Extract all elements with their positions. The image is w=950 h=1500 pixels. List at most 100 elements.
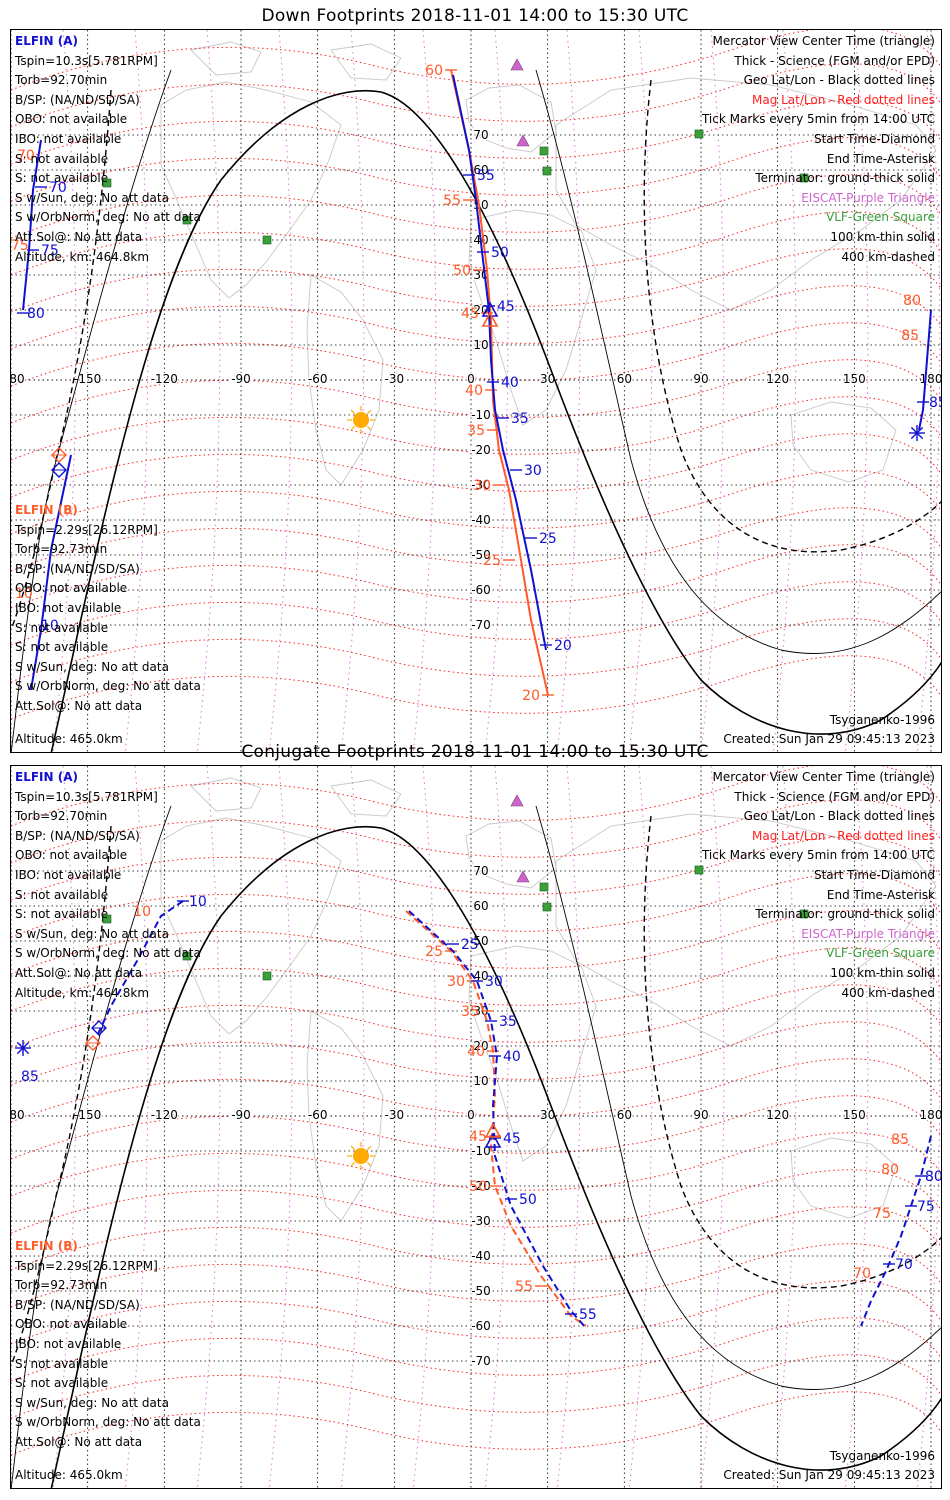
- conj-track-b: [405, 910, 587, 1327]
- sat-a-line: IBO: not available: [15, 131, 122, 146]
- landmass-outline: [790, 1137, 897, 1219]
- map-canvas: -180 -150 -120 -90 -60 -30 0 30 60 90 120 150 180 70 6…: [11, 766, 942, 1488]
- mag-lat-line: [11, 248, 941, 313]
- track-a-time-label: 55: [477, 168, 495, 184]
- lon-tick-label: 60: [617, 372, 632, 386]
- track-b-time-label: 30: [473, 478, 491, 494]
- track-a-time-label: 50: [491, 245, 509, 261]
- vlf-square-icon: [539, 146, 549, 156]
- mag-lat-line: [11, 433, 941, 498]
- start-time-diamond-icon: [51, 462, 67, 478]
- eiscat-triangle-icon: [510, 794, 524, 807]
- terminator-100km-east: [535, 69, 941, 654]
- lon-tick-label: -90: [231, 1108, 251, 1122]
- conj-track-b-east-time-label: 70: [853, 1266, 871, 1282]
- lat-tick-label: -20: [471, 443, 491, 457]
- track-b-west-time-label: 75: [11, 238, 29, 254]
- track-b-east-time-label: 85: [901, 328, 919, 344]
- conj-track-a-east-time-label: 70: [895, 1257, 913, 1273]
- lat-tick-label: -60: [471, 1319, 491, 1333]
- lat-tick-label: -10: [471, 408, 491, 422]
- sun-icon: [353, 1148, 369, 1164]
- footer-right: Tsyganenko-1996 Created: Sun Jan 29 09:4…: [723, 711, 935, 750]
- sat-a-line: S w/OrbNorm, deg: No att data: [15, 946, 201, 961]
- sat-b-line: OBO: not available: [15, 1317, 128, 1332]
- track-b-time-label: 60: [425, 63, 443, 79]
- track-a-west-time-label: 70: [49, 180, 67, 196]
- legend-item: 100 km-thin solid: [830, 229, 935, 244]
- vlf-square-icon: [694, 865, 704, 875]
- sat-b-line: S w/Sun, deg: No att data: [15, 1395, 169, 1410]
- sat-b-line: S: not available: [15, 640, 109, 655]
- lon-tick-label: -60: [308, 1108, 328, 1122]
- vlf-square-icon: [102, 178, 112, 188]
- lat-tick-label: -60: [471, 583, 491, 597]
- lat-tick-label: -50: [471, 548, 491, 562]
- landmass-outline: [468, 945, 597, 1162]
- sat-b-info: ELFIN (B) Tspin=2.29s[26.12RPM] Torb=92.…: [15, 501, 201, 717]
- track-b-time-label: 45: [461, 306, 479, 322]
- sat-b-altitude: Altitude: 465.0km: [15, 732, 123, 747]
- center-time-triangle-icon: [484, 1132, 502, 1148]
- legend-item: End Time-Asterisk: [826, 151, 935, 166]
- lon-tick-label: 150: [843, 1108, 866, 1122]
- lat-tick-label: 10: [473, 1074, 488, 1088]
- vlf-square-icon: [542, 166, 552, 176]
- terminator-400km: [11, 89, 112, 631]
- legend-item: Geo Lat/Lon - Black dotted lines: [743, 73, 935, 88]
- eiscat-triangle-icon: [516, 870, 530, 883]
- legend-item: VLF-Green Square: [826, 946, 935, 961]
- legend-item: Mag Lat/Lon - Red dotted lines: [751, 92, 935, 107]
- vlf-square-icon: [262, 235, 272, 245]
- mag-lat-line: [11, 1317, 941, 1382]
- mag-lon-line: [556, 766, 581, 1488]
- sat-b-line: Tspin=2.29s[26.12RPM]: [15, 1258, 158, 1273]
- conj-track-a-east-time-label: 80: [925, 1169, 942, 1185]
- track-a: [452, 74, 547, 651]
- created-timestamp: Created: Sun Jan 29 09:45:13 2023: [723, 1468, 935, 1483]
- lat-tick-label: 10: [473, 338, 488, 352]
- track-a-east-time-label: 85: [929, 395, 942, 411]
- sat-a-line: S: not available: [15, 171, 109, 186]
- mag-lat-line: [11, 322, 941, 387]
- lon-tick-label: 60: [617, 1108, 632, 1122]
- legend-item: Terminator: ground-thick solid: [755, 171, 935, 186]
- sat-b-info: ELFIN (B) Tspin=2.29s[26.12RPM] Torb=92.…: [15, 1237, 201, 1453]
- lon-tick-label: 90: [693, 372, 708, 386]
- mag-lat-line: [11, 63, 941, 128]
- lon-tick-label: -180: [11, 372, 25, 386]
- legend-item: Mercator View Center Time (triangle): [712, 770, 935, 784]
- terminator-400km-east: [643, 815, 941, 1289]
- vlf-square-icon: [539, 882, 549, 892]
- mag-lat-line: [11, 396, 941, 461]
- model-name: Tsyganenko-1996: [829, 712, 935, 727]
- mag-lat-line: [11, 1354, 941, 1419]
- legend-item: Mercator View Center Time (triangle): [712, 34, 935, 48]
- conj-track-b-time-label: 55: [515, 1279, 533, 1295]
- legend-item: Mag Lat/Lon - Red dotted lines: [751, 828, 935, 843]
- sat-a-name: ELFIN (A): [15, 34, 78, 48]
- conj-track-a-west: [96, 900, 184, 1037]
- start-time-diamond-icon: [85, 1035, 101, 1051]
- center-time-triangle-icon: [484, 1122, 502, 1138]
- conj-track-a: [408, 910, 587, 1329]
- mag-lon-line: [628, 30, 653, 752]
- track-a-time-label: 25: [539, 531, 557, 547]
- sat-b-name: ELFIN (B): [15, 1239, 78, 1253]
- conj-track-a-time-label: 55: [579, 1307, 597, 1323]
- track-b: [450, 69, 549, 696]
- mag-lat-line: [11, 211, 941, 276]
- mag-lat-line: [11, 655, 941, 720]
- lon-tick-label: 0: [467, 372, 475, 386]
- sat-a-info: ELFIN (A) Tspin=10.3s[5.781RPM] Torb=92.…: [15, 768, 201, 1003]
- mag-lat-line: [11, 544, 941, 609]
- mag-lat-line: [11, 137, 941, 202]
- track-b-time-label: 25: [483, 553, 501, 569]
- legend-item: 100 km-thin solid: [830, 965, 935, 980]
- conj-track-a-west-time-label: 85: [21, 1069, 39, 1085]
- conj-track-b-east-time-label: 80: [881, 1162, 899, 1178]
- track-a-west-time-label: 75: [41, 243, 59, 259]
- mag-lat-line: [11, 581, 941, 646]
- mag-lat-line: [11, 910, 941, 975]
- mag-lat-line: [11, 30, 941, 91]
